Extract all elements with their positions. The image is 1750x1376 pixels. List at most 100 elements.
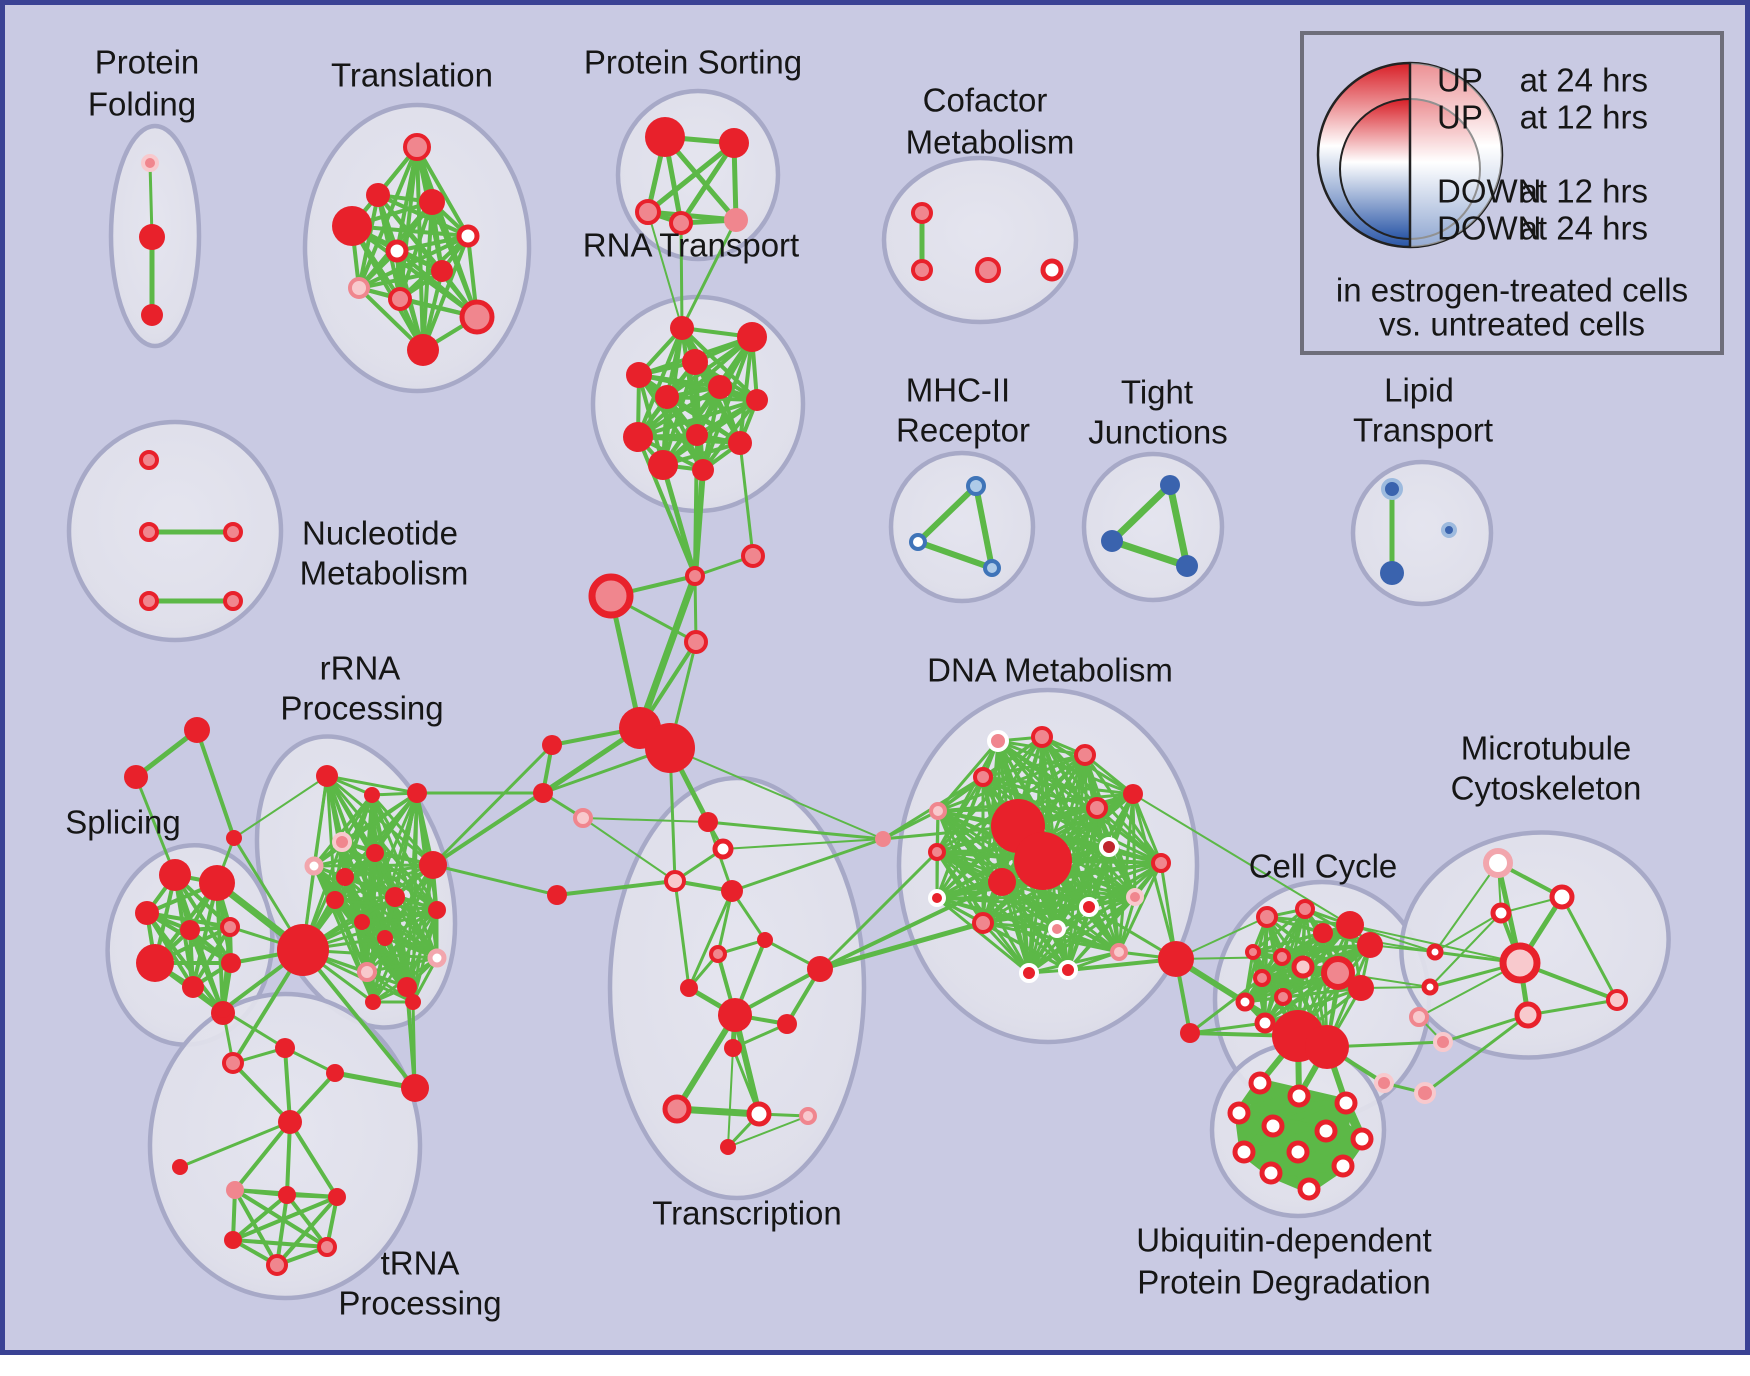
edge-tn5-tn9 <box>288 1120 339 1199</box>
gene-node-cc12 <box>1235 992 1255 1012</box>
gene-node-cf3 <box>975 257 1001 283</box>
gene-node-rt3 <box>682 349 708 375</box>
cluster-ellipse-mhc-ii-receptor <box>888 450 1036 604</box>
legend-time-label-3: at 12 hrs <box>1520 173 1648 210</box>
gene-node-tc3 <box>664 870 686 892</box>
cluster-label-protein-sorting: Protein Sorting <box>584 44 802 81</box>
edge-clique-7 <box>1280 943 1372 959</box>
gene-node-dm0 <box>875 831 891 847</box>
edge-clique-9 <box>915 539 995 571</box>
gene-node-cc3 <box>1313 923 1333 943</box>
legend-footer-line1: in estrogen-treated cells <box>1336 272 1688 309</box>
gene-node-cc14 <box>1254 1012 1276 1034</box>
gene-node-tr8 <box>348 277 370 299</box>
cluster-label-tight-junctions-line2: Junctions <box>1088 414 1227 451</box>
gene-node-tn5 <box>278 1110 302 1134</box>
gene-node-lp1 <box>1381 478 1403 500</box>
gene-node-tc6 <box>709 945 727 963</box>
gene-node-tr1 <box>403 133 431 161</box>
gene-node-dm4 <box>973 767 993 787</box>
gene-node-tn3 <box>275 1038 295 1058</box>
edge-clique-0 <box>357 234 470 290</box>
gene-node-sp8 <box>221 953 241 973</box>
gene-node-rt4 <box>626 362 652 388</box>
gene-node-mh3 <box>983 559 1001 577</box>
edge-clique-8 <box>1266 1161 1348 1178</box>
edge-clique-0 <box>357 145 419 290</box>
edge-clique-6 <box>981 921 1031 975</box>
gene-node-cc8 <box>1291 955 1315 979</box>
gene-node-nm5 <box>223 591 243 611</box>
gene-node-ln1 <box>547 885 567 905</box>
gene-node-tc1 <box>698 812 718 832</box>
cluster-label-mhc-ii-receptor-line2: Receptor <box>896 412 1030 449</box>
edge-clique-6 <box>981 861 1163 925</box>
cluster-label-rrna-processing-line2: Processing <box>280 690 443 727</box>
edge-mt8-mt9 <box>1526 998 1619 1017</box>
edge-clique-6 <box>981 921 1070 972</box>
edge-tn5-tn6 <box>178 1120 292 1169</box>
gene-node-hb2 <box>685 566 705 586</box>
gene-node-ps1 <box>645 117 685 157</box>
gene-node-bn2 <box>533 783 553 803</box>
edge-clique-6 <box>1066 895 1137 972</box>
gene-node-tc2 <box>712 838 734 860</box>
edge-clique-0 <box>395 234 470 253</box>
gene-node-mh2 <box>909 533 927 551</box>
edge-tc2-dm0 <box>722 838 884 850</box>
cluster-label-rrna-processing-line1: rRNA <box>320 650 401 687</box>
gene-node-tn6 <box>172 1159 188 1175</box>
gene-node-rt2 <box>737 322 767 352</box>
edge-clique-3 <box>215 881 225 1015</box>
gene-node-rt6 <box>655 385 679 409</box>
edge-clique-2 <box>636 326 684 439</box>
edge-clique-7 <box>1281 986 1363 999</box>
gene-node-tn2 <box>222 1052 244 1074</box>
gene-node-cc11 <box>1348 975 1374 1001</box>
gene-node-hb4 <box>684 630 708 654</box>
gene-node-rr19 <box>405 994 421 1010</box>
gene-node-cc4 <box>1336 911 1364 939</box>
cluster-label-nucleotide-metabolism-line2: Metabolism <box>300 555 469 592</box>
edge-tc7-dm8 <box>818 850 939 971</box>
edge-clique-6 <box>936 753 1087 813</box>
edge-bn3-tc1 <box>582 817 709 823</box>
legend-direction-label-2: UP <box>1437 99 1483 136</box>
gene-node-cc1 <box>1256 906 1278 928</box>
edge-clique-2 <box>661 398 759 467</box>
gene-node-rr12 <box>377 930 393 946</box>
edge-clique-5 <box>231 1195 339 1242</box>
legend-direction-label-1: UP <box>1437 62 1483 99</box>
cluster-label-tight-junctions-line1: Tight <box>1121 374 1193 411</box>
gene-node-tj3 <box>1176 555 1198 577</box>
gene-node-ub4 <box>1227 1101 1251 1125</box>
gene-node-dm10 <box>1014 832 1072 890</box>
gene-node-bn3 <box>573 808 593 828</box>
gene-node-ps2 <box>719 128 749 158</box>
cluster-label-protein-folding-line1: Protein <box>95 44 200 81</box>
edge-clique-4 <box>365 956 439 974</box>
gene-node-dm19 <box>1058 960 1078 980</box>
gene-node-pf1 <box>141 154 159 172</box>
cluster-label-mhc-ii-receptor-line1: MHC-II <box>906 372 1010 409</box>
edge-tc11-tc15 <box>727 1047 734 1148</box>
gene-node-cb3 <box>1409 1007 1429 1027</box>
edge-tc1-dm0 <box>706 820 885 841</box>
edge-tc7-dm11 <box>818 880 1004 971</box>
cluster-label-lipid-transport-line1: Lipid <box>1384 372 1454 409</box>
gene-node-tc7 <box>807 956 833 982</box>
gene-node-cf4 <box>1040 258 1064 282</box>
edge-rt8-hb2 <box>636 435 697 578</box>
gene-node-sp7 <box>182 976 204 998</box>
gene-node-pf2 <box>139 224 165 250</box>
gene-node-cc17 <box>1180 1023 1200 1043</box>
legend-ring-faded-half <box>1410 63 1502 247</box>
edge-st1-st3 <box>195 728 236 840</box>
edge-rr20-rr19 <box>411 1000 417 1090</box>
gene-node-tn4 <box>326 1064 344 1082</box>
edge-clique-6 <box>935 896 1121 954</box>
gene-node-rt9 <box>686 424 708 446</box>
cluster-label-cofactor-metabolism-line1: Cofactor <box>923 82 1048 119</box>
edge-tc7-dm15 <box>817 920 986 972</box>
